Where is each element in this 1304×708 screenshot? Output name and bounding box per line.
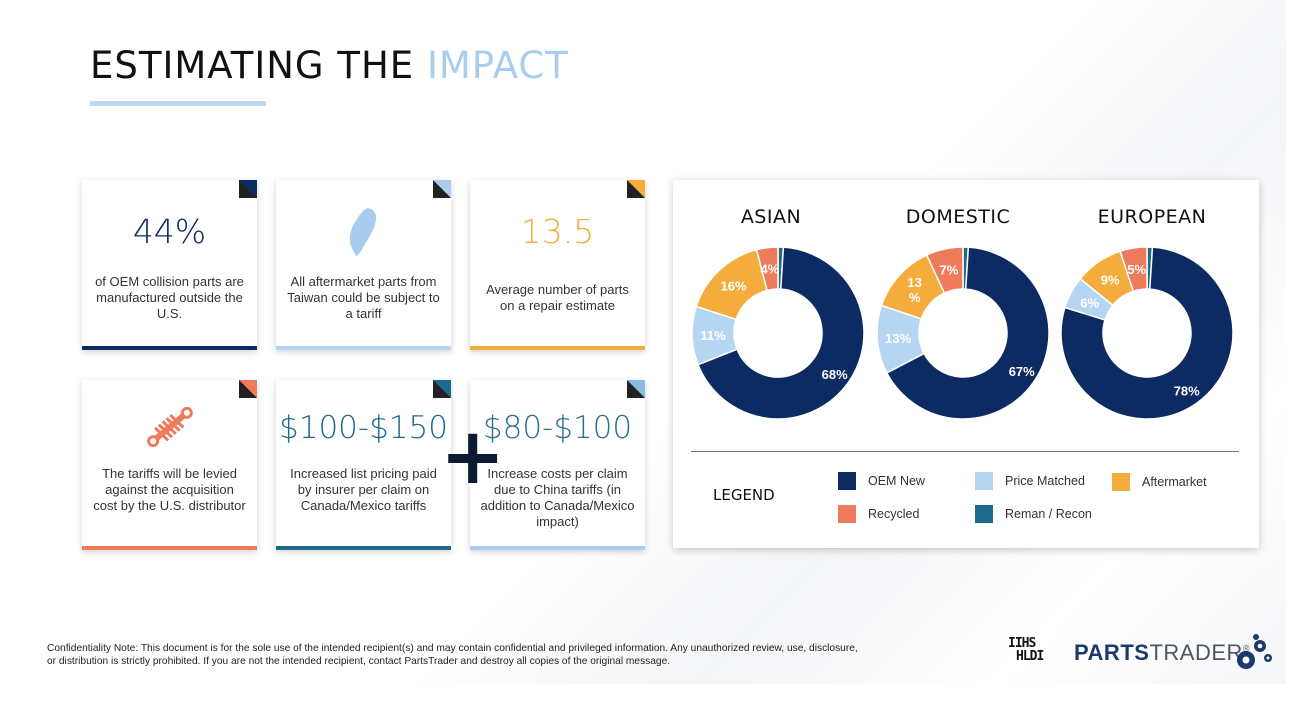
card-corner: [239, 380, 257, 398]
stat-description: Average number of parts on a repair esti…: [486, 282, 629, 313]
legend-item-reman: Reman / Recon: [975, 505, 1092, 523]
data-label-aftermarket: 16%: [720, 279, 746, 294]
logo-registered: ®: [1242, 643, 1251, 654]
donut-chart-panel: ASIAN DOMESTIC EUROPEAN 68% 11% 16% 4% 67% 13…: [673, 180, 1259, 548]
page-title: ESTIMATING THE IMPACT: [90, 44, 569, 87]
stat-description: Increased list pricing paid by insurer p…: [290, 466, 437, 513]
card-bar: [276, 346, 451, 350]
card-bar: [82, 346, 257, 350]
data-label-price-matched: 13%: [885, 331, 911, 346]
logo-parts: PARTS: [1074, 640, 1150, 665]
data-label-oem-new: 68%: [822, 367, 848, 382]
donut-slice-oem-new: [697, 246, 865, 420]
plus-sign: +: [440, 412, 506, 502]
stat-value: $100-$150: [279, 410, 448, 446]
legend-item-aftermarket: Aftermarket: [1112, 473, 1207, 491]
stat-value: 13.5: [520, 212, 595, 251]
stat-value: 44%: [132, 212, 207, 251]
chart-title-european: EUROPEAN: [1097, 206, 1207, 228]
legend-label: Price Matched: [1005, 474, 1085, 488]
chart-title-domestic: DOMESTIC: [905, 206, 1011, 228]
data-label-price-matched: 11%: [700, 328, 726, 343]
data-label-oem-new: 78%: [1174, 384, 1200, 399]
donut-slice-recycled: [1119, 246, 1148, 293]
card-bar: [470, 346, 645, 350]
stat-description: The tariffs will be levied against the a…: [93, 466, 246, 513]
chart-title-asian: ASIAN: [740, 206, 802, 228]
data-label-aftermarket: 9%: [1101, 272, 1120, 287]
legend-swatch: [838, 472, 856, 490]
legend-label: OEM New: [868, 474, 925, 488]
legend-label: Recycled: [868, 507, 920, 521]
card-corner: [433, 180, 451, 198]
legend-swatch: [975, 472, 993, 490]
legend-swatch: [838, 505, 856, 523]
stat-card-distributor: The tariffs will be levied against the a…: [82, 380, 257, 550]
legend-divider: [691, 451, 1239, 452]
stat-description: Increase costs per claim due to China ta…: [480, 466, 635, 529]
card-corner: [433, 380, 451, 398]
title-main: ESTIMATING THE: [90, 44, 427, 87]
stat-card-china: $80-$100 Increase costs per claim due to…: [470, 380, 645, 550]
donut-slice-recycled: [755, 246, 779, 292]
legend-label: Reman / Recon: [1005, 507, 1092, 521]
stat-card-oem-share: 44% of OEM collision parts are manufactu…: [82, 180, 257, 350]
stat-card-taiwan: All aftermarket parts from Taiwan could …: [276, 180, 451, 350]
iihs-logo-line2: HLDI: [1016, 649, 1044, 664]
stat-value: $80-$100: [482, 410, 633, 446]
partstrader-logo: PARTSTRADER®: [1074, 640, 1250, 666]
legend-item-price-matched: Price Matched: [975, 472, 1085, 490]
card-bar: [82, 546, 257, 550]
card-bar: [276, 546, 451, 550]
shock-absorber-icon: [147, 406, 193, 448]
card-corner: [627, 180, 645, 198]
legend-swatch: [975, 505, 993, 523]
card-corner: [239, 180, 257, 198]
confidentiality-note: Confidentiality Note: This document is f…: [47, 643, 858, 667]
card-bar: [470, 546, 645, 550]
legend-title: LEGEND: [713, 486, 775, 504]
stat-description: All aftermarket parts from Taiwan could …: [287, 274, 440, 321]
iihs-hldi-logo: IIHS HLDI: [1008, 636, 1044, 664]
donut-slice-recycled: [925, 246, 964, 295]
logo-trader: TRADER: [1149, 640, 1243, 665]
donut-slice-oem-new: [885, 246, 1050, 420]
legend-swatch: [1112, 473, 1130, 491]
data-label-recycled: 7%: [940, 263, 959, 278]
legend-item-oem-new: OEM New: [838, 472, 925, 490]
data-label-oem-new: 67%: [1009, 364, 1035, 379]
stat-card-canada-mexico: $100-$150 Increased list pricing paid by…: [276, 380, 451, 550]
card-corner: [627, 380, 645, 398]
iihs-logo-line1: IIHS: [1008, 636, 1036, 651]
title-accent: IMPACT: [426, 44, 569, 87]
title-underline: [90, 101, 266, 106]
legend-item-recycled: Recycled: [838, 505, 919, 523]
data-label-recycled: 4%: [760, 262, 779, 277]
donut-charts: 68% 11% 16% 4% 67% 13% 13 % 7% 78% 6%9% 5%: [691, 246, 1234, 420]
stat-card-parts-per-estimate: 13.5 Average number of parts on a repair…: [470, 180, 645, 350]
gears-icon: [1237, 634, 1272, 669]
stat-description: of OEM collision parts are manufactured …: [95, 274, 244, 321]
donut-slice-oem-new: [1060, 246, 1234, 420]
data-label-recycled: 5%: [1127, 262, 1146, 277]
data-label-price-matched: 6%: [1080, 295, 1099, 310]
slide: ESTIMATING THE IMPACT 44% of OEM collisi…: [8, 0, 1286, 684]
legend-label: Aftermarket: [1142, 475, 1207, 489]
data-label-aftermarket: 13%: [907, 275, 921, 305]
taiwan-map-icon: [349, 208, 377, 256]
